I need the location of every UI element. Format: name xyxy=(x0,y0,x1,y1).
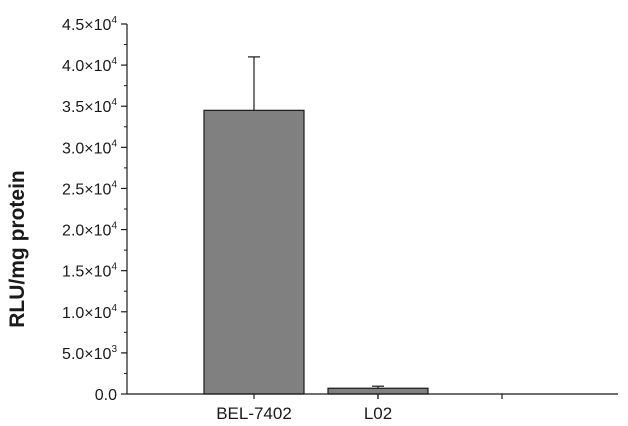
bar-bel-7402 xyxy=(203,109,305,395)
y-tick-label: 0.0 xyxy=(95,387,117,404)
y-tick-label: 3.5×104 xyxy=(62,97,117,116)
y-tick-label: 3.0×104 xyxy=(62,138,117,157)
x-tick-label-l02: L02 xyxy=(364,404,392,423)
y-tick-label: 2.0×104 xyxy=(62,221,117,240)
y-tick-label: 4.5×104 xyxy=(62,15,117,34)
y-tick-label: 5.0×103 xyxy=(62,344,117,363)
y-tick-label: 1.5×104 xyxy=(62,262,117,281)
y-tick-label: 4.0×104 xyxy=(62,56,117,75)
y-tick-label: 1.0×104 xyxy=(62,303,117,322)
y-tick-label: 2.5×104 xyxy=(62,179,117,198)
x-tick-label-bel-7402: BEL-7402 xyxy=(216,404,292,423)
y-axis-label: RLU/mg protein xyxy=(6,170,29,328)
bar-l02 xyxy=(327,387,429,395)
